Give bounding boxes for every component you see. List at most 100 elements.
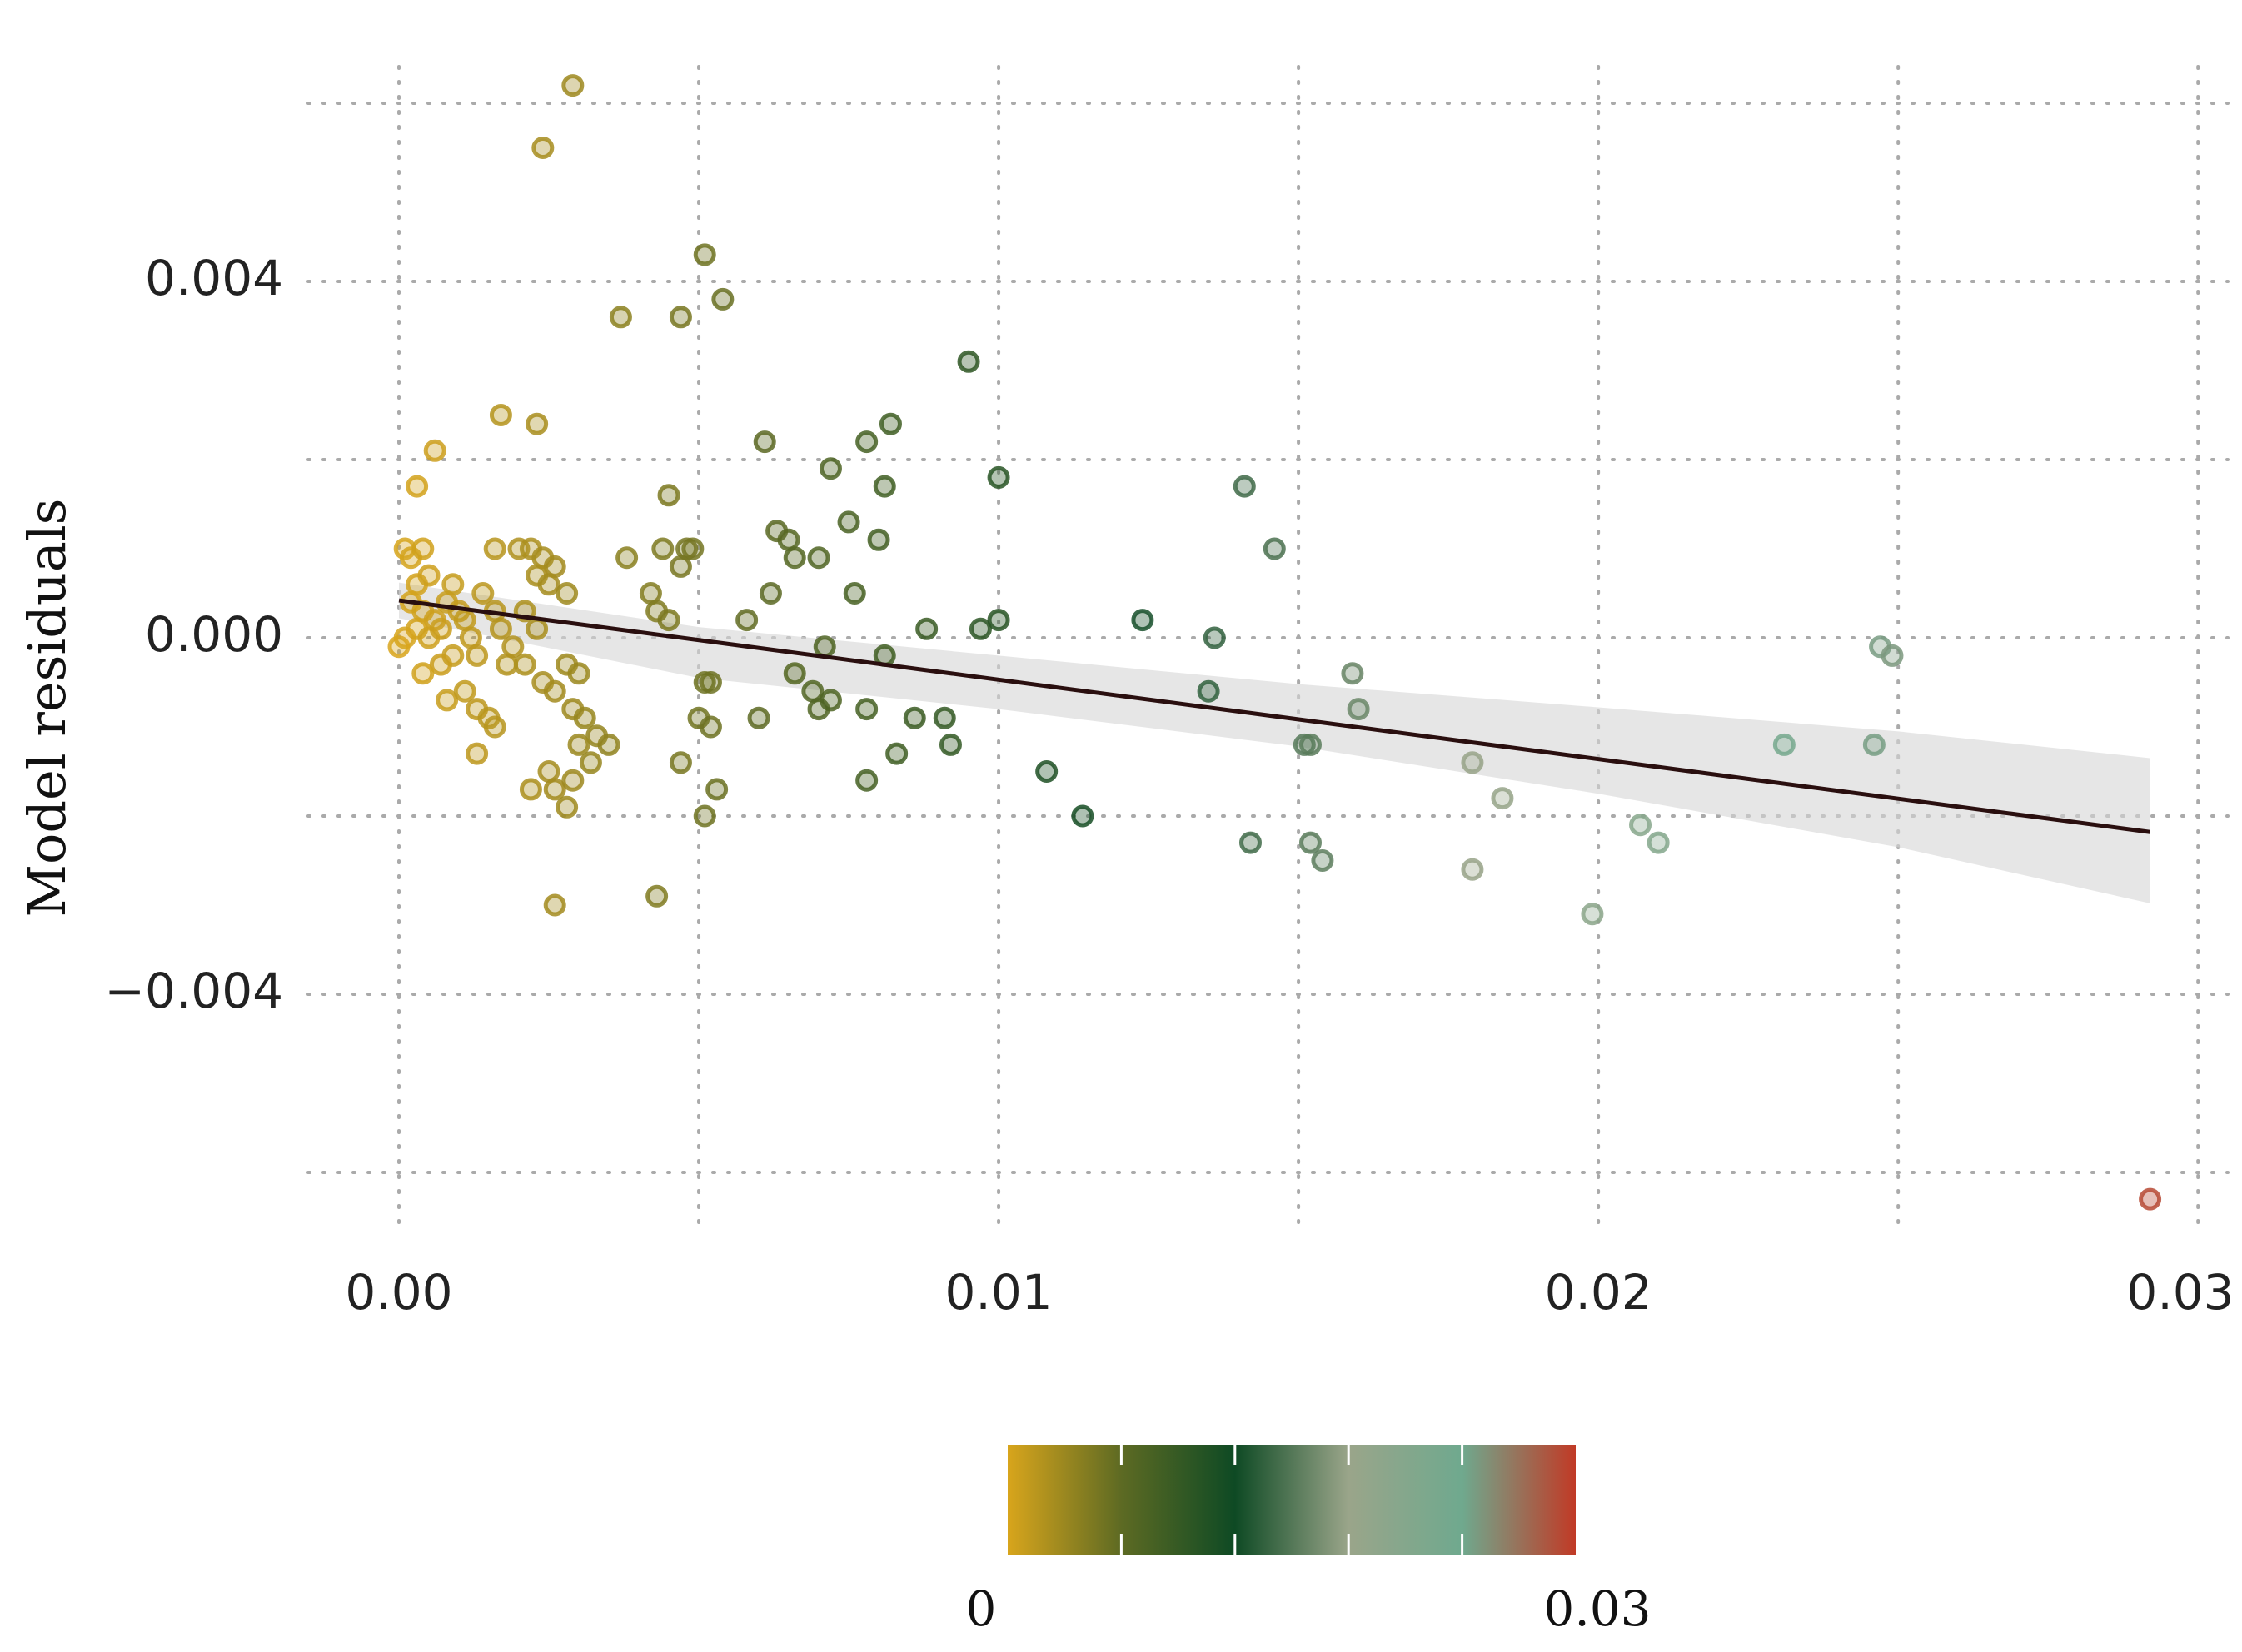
scatter-point [423, 439, 446, 462]
scatter-point [1491, 787, 1514, 810]
scatter-point [1071, 804, 1094, 828]
scatter-point [747, 706, 770, 729]
scatter-point [1461, 751, 1484, 774]
scatter-point [987, 609, 1010, 632]
scatter-point [1035, 760, 1059, 783]
colorbar: 0 0.03 [966, 1445, 1652, 1637]
scatter-point [387, 635, 411, 659]
y-tick-label: 0.000 [145, 606, 283, 663]
scatter-point [471, 582, 495, 605]
scatter-point [579, 751, 602, 774]
scatter-point [406, 475, 429, 498]
scatter-point [819, 457, 842, 480]
scatter-point [556, 795, 579, 819]
scatter-point [567, 662, 590, 685]
scatter-point [489, 617, 512, 640]
scatter-point [885, 742, 909, 765]
scatter-point [753, 430, 776, 454]
colorbar-gradient [1008, 1445, 1576, 1555]
scatter-point [783, 546, 806, 570]
scatter-point [957, 350, 980, 373]
scatter-point [855, 430, 879, 454]
scatter-point [843, 582, 866, 605]
confidence-band-layer [399, 582, 2150, 903]
scatter-point [855, 769, 879, 792]
x-tick-label: 0.03 [2126, 1264, 2234, 1321]
scatter-point [639, 582, 662, 605]
scatter-point [609, 306, 632, 329]
scatter-point [873, 475, 896, 498]
scatter-point [1647, 831, 1670, 854]
scatter-point [2139, 1187, 2162, 1211]
scatter-point [411, 662, 435, 685]
scatter-point [483, 537, 506, 560]
scatter-point [783, 662, 806, 685]
colorbar-max-label: 0.03 [1543, 1580, 1651, 1637]
scatter-point [556, 582, 579, 605]
scatter-point [453, 679, 476, 703]
scatter-point [466, 742, 489, 765]
scatter-point [1311, 849, 1334, 872]
scatter-point [939, 733, 962, 756]
scatter-point [699, 671, 722, 694]
scatter-points [387, 74, 2162, 1211]
scatter-point [711, 287, 735, 311]
scatter-point [1299, 733, 1323, 756]
scatter-point [987, 465, 1010, 489]
scatter-point [645, 884, 669, 908]
scatter-point [561, 769, 585, 792]
scatter-point [429, 617, 452, 640]
scatter-point [675, 537, 699, 560]
scatter-point [1881, 644, 1904, 667]
confidence-band [399, 582, 2150, 903]
scatter-point [1461, 858, 1484, 881]
scatter-point [1347, 698, 1370, 721]
scatter-point [417, 564, 441, 587]
scatter-point [915, 617, 939, 640]
scatter-point [693, 804, 716, 828]
scatter-point [459, 626, 482, 649]
scatter-point [1203, 626, 1226, 649]
trend-line [398, 598, 2150, 834]
scatter-point [513, 653, 536, 676]
scatter-point [1197, 679, 1220, 703]
scatter-point [813, 635, 836, 659]
scatter-point [1862, 733, 1886, 756]
scatter-point [807, 546, 830, 570]
scatter-point [759, 582, 782, 605]
scatter-point [669, 751, 692, 774]
scatter-point [651, 537, 675, 560]
scatter-point [531, 137, 555, 159]
y-axis-label: Model residuals [17, 499, 77, 918]
scatter-point [561, 74, 585, 97]
scatter-point [1131, 609, 1154, 632]
x-tick-labels: 0.00 0.01 0.02 0.03 [345, 1264, 2234, 1321]
x-tick-label: 0.01 [944, 1264, 1052, 1321]
scatter-point [441, 573, 465, 596]
y-tick-label: −0.004 [104, 963, 283, 1019]
scatter-point [1629, 814, 1652, 837]
scatter-point [855, 698, 879, 721]
scatter-point [573, 706, 596, 729]
trend-line-layer [398, 598, 2150, 834]
scatter-point [819, 689, 842, 712]
scatter-point [436, 689, 459, 712]
scatter-point [1299, 831, 1323, 854]
scatter-point [657, 609, 680, 632]
scatter-point [411, 537, 435, 560]
scatter-point [699, 715, 722, 739]
scatter-point [1238, 831, 1262, 854]
scatter-point [543, 893, 566, 917]
scatter-point [657, 484, 680, 507]
scatter-point [1581, 903, 1604, 926]
scatter-point [496, 653, 519, 676]
scatter-point [526, 617, 549, 640]
scatter-point [429, 653, 452, 676]
scatter-point [483, 715, 506, 739]
scatter-point [489, 404, 512, 426]
scatter-point [537, 573, 560, 596]
scatter-point [969, 617, 992, 640]
scatter-point [933, 706, 956, 729]
x-tick-label: 0.00 [345, 1264, 452, 1321]
